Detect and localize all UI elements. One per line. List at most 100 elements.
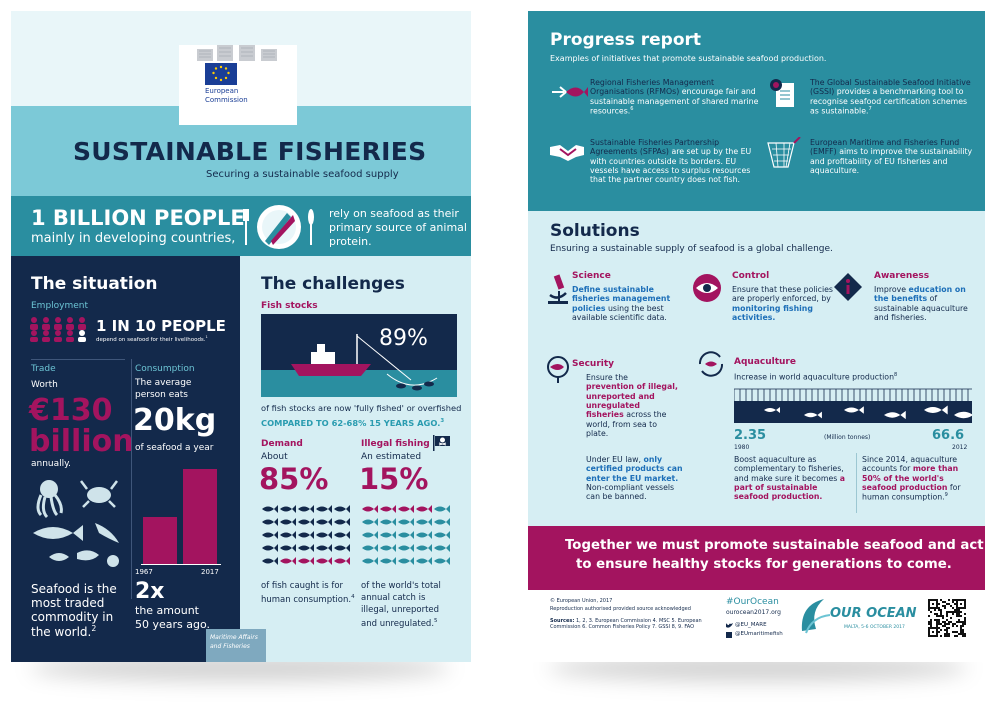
situation-panel [11, 256, 240, 662]
consumption-label: Consumption [135, 364, 195, 374]
our-ocean-logo-text: OUR OCEAN [830, 606, 917, 621]
qr-module [960, 603, 962, 605]
qr-module [956, 601, 958, 603]
footer-sources: Sources: 1, 2, 3. European Commission 4.… [550, 618, 702, 630]
gssi-certificate-icon [768, 77, 798, 109]
aqua-start-value: 2.35 [734, 428, 767, 443]
traded-2: most traded [31, 596, 105, 610]
fish-stocks-compare: COMPARED TO 62-68% 15 YEARS AGO.3 [261, 417, 445, 428]
fish-mark [280, 544, 296, 552]
qr-module [960, 627, 962, 629]
fish-stocks-value: 89% [379, 326, 428, 351]
qr-module [960, 633, 962, 635]
qr-module [964, 619, 966, 621]
billion-sub: mainly in developing countries, [31, 231, 236, 246]
closing-banner [528, 526, 985, 590]
qr-module [946, 619, 948, 621]
consumption-text-2: person eats [135, 390, 188, 400]
fish-mark [416, 544, 432, 552]
qr-module [944, 607, 946, 609]
hashtag-link[interactable]: #OurOcean [726, 597, 779, 607]
qr-module [952, 631, 954, 633]
qr-module [946, 613, 948, 615]
qr-module [964, 613, 966, 615]
qr-module [938, 619, 940, 621]
site-link[interactable]: ourocean2017.org [726, 609, 781, 616]
trade-annually: annually. [31, 459, 72, 469]
qr-module [960, 607, 962, 609]
our-ocean-logo: OUR OCEAN MALTA, 5-6 OCTOBER 2017 [796, 595, 917, 641]
qr-module [948, 621, 950, 623]
billion-banner [11, 196, 471, 256]
qr-module [956, 631, 958, 633]
qr-module [930, 619, 932, 621]
qr-module [936, 613, 938, 615]
qr-module [962, 623, 964, 625]
multiplier-value: 2x [135, 579, 165, 604]
fish-mark [380, 544, 396, 552]
security-fish-icon [544, 355, 572, 383]
qr-module [942, 621, 944, 623]
page-title: SUSTAINABLE FISHERIES [73, 137, 427, 166]
aqua-end-value: 66.6 [932, 428, 965, 443]
fish-mark [280, 531, 296, 539]
aqua-fish-mark [844, 406, 864, 414]
progress-subtitle: Examples of initiatives that promote sus… [550, 54, 827, 63]
fish-mark [298, 518, 314, 526]
qr-module [948, 623, 950, 625]
qr-module [958, 619, 960, 621]
aqua-fish-mark [884, 410, 906, 420]
fish-mark [398, 544, 414, 552]
qr-module [932, 627, 934, 629]
security-label: Security [572, 359, 615, 369]
fish-mark [262, 505, 278, 513]
qr-module [948, 633, 950, 635]
qr-module [960, 629, 962, 631]
qr-module [928, 601, 930, 603]
qr-module [928, 609, 930, 611]
qr-module [956, 603, 958, 605]
fish-mark [416, 557, 432, 565]
maritime-tag-2: and Fisheries [210, 643, 250, 650]
illegal-text-1: of the world's total [361, 581, 441, 591]
qr-module [932, 599, 934, 601]
maritime-tag-1: Maritime Affairs [210, 634, 258, 641]
divider [31, 359, 125, 360]
qr-module [960, 631, 962, 633]
our-ocean-logo-sub: MALTA, 5-6 OCTOBER 2017 [844, 625, 905, 630]
qr-module [954, 609, 956, 611]
traded-1: Seafood is the [31, 582, 117, 596]
qr-module [938, 615, 940, 617]
ec-logo-text-2: Commission [205, 96, 248, 104]
fish-mark [362, 505, 378, 513]
fish-mark [334, 557, 350, 565]
fish-mark [434, 505, 450, 513]
twitter-handle[interactable]: @EU_MARE [735, 622, 767, 628]
fish-mark [298, 544, 314, 552]
solutions-panel [528, 211, 985, 526]
qr-module [938, 627, 940, 629]
qr-module [964, 635, 966, 637]
fish-mark [380, 518, 396, 526]
demand-fish-grid [261, 503, 353, 567]
billion-headline: 1 BILLION PEOPLE [31, 206, 245, 230]
facebook-handle[interactable]: @EUmaritimefish [735, 631, 783, 637]
consumption-unit: of seafood a year [135, 443, 214, 453]
qr-module [958, 599, 960, 601]
qr-module [956, 599, 958, 601]
fish-mark [334, 518, 350, 526]
fish-mark [334, 505, 350, 513]
qr-module [936, 625, 938, 627]
pirate-flag-icon [433, 435, 451, 451]
billion-text-3: protein. [329, 235, 372, 248]
qr-module [944, 635, 946, 637]
fishing-boat-icon [261, 334, 457, 397]
consumption-bar-chart [141, 465, 221, 565]
qr-code[interactable] [928, 599, 966, 637]
fish-mark [398, 557, 414, 565]
qr-module [936, 635, 938, 637]
qr-module [946, 633, 948, 635]
facebook-icon [726, 632, 732, 638]
emff-text: European Maritime and Fisheries Fund (EM… [810, 138, 973, 176]
fish-mark [362, 544, 378, 552]
